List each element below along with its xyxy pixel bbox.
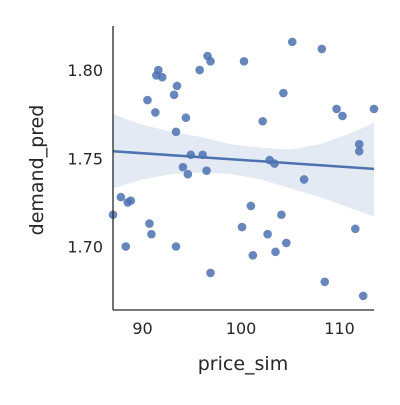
x-axis-title: price_sim [198, 353, 288, 375]
data-point [143, 95, 152, 105]
data-point [317, 44, 327, 54]
data-point [178, 162, 188, 172]
y-tick-label: 1.75 [67, 149, 103, 168]
regression-line [112, 149, 375, 171]
data-point [169, 90, 179, 100]
y-tick-label: 1.70 [67, 238, 103, 257]
data-point [181, 113, 191, 123]
data-point [183, 169, 193, 179]
data-point [145, 219, 154, 228]
data-point [320, 277, 330, 287]
x-tick-label: 100 [226, 319, 257, 338]
data-point [195, 65, 204, 75]
data-point [338, 111, 347, 121]
axes-layer [112, 26, 374, 311]
data-point [154, 65, 163, 75]
data-point [151, 108, 160, 117]
data-point [248, 251, 258, 260]
data-point [287, 37, 297, 47]
data-point [279, 88, 288, 98]
ticks-layer: 90 100 110 1.70 1.75 1.80 [67, 61, 354, 338]
x-tick-label: 110 [324, 319, 355, 338]
data-point [263, 229, 272, 239]
data-point [258, 116, 268, 126]
data-point [354, 146, 364, 156]
data-point [206, 268, 215, 278]
data-point [350, 224, 360, 234]
data-point [358, 291, 368, 301]
data-point [171, 127, 181, 137]
regression-line-layer [112, 149, 375, 171]
data-point [116, 192, 126, 202]
data-point [271, 247, 280, 257]
data-point [206, 56, 215, 66]
data-point [332, 104, 341, 114]
data-point [299, 175, 309, 184]
confidence-band [113, 114, 374, 217]
data-point [282, 238, 291, 248]
data-point [172, 81, 182, 91]
confidence-band-layer [113, 114, 374, 217]
data-point [246, 201, 256, 211]
data-point [157, 72, 167, 82]
data-point [147, 229, 156, 239]
y-axis-title: demand_pred [26, 105, 48, 236]
data-point [369, 104, 379, 114]
data-point [121, 242, 131, 251]
data-point [202, 166, 211, 175]
data-point [239, 56, 249, 66]
data-point [126, 196, 136, 205]
data-point [354, 139, 364, 149]
points-layer [108, 37, 379, 301]
x-tick-label: 90 [132, 319, 152, 338]
y-tick-label: 1.80 [67, 61, 103, 80]
data-point [237, 222, 247, 232]
data-point [277, 210, 286, 220]
data-point [171, 242, 181, 251]
